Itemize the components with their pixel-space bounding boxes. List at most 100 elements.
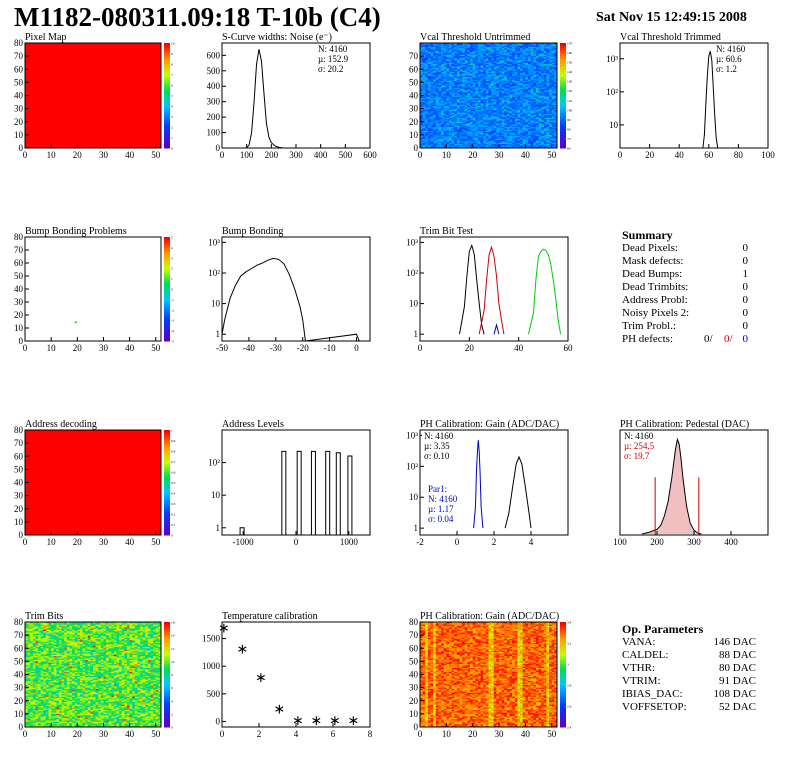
heatmap-cell [459, 128, 463, 131]
heatmap-cell [425, 50, 429, 53]
heatmap-cell [425, 56, 429, 58]
colorbar-tick-label: 0.6 [171, 471, 176, 475]
heatmap-cell [446, 95, 450, 98]
heatmap-cell [427, 70, 431, 73]
heatmap-cell [467, 127, 471, 129]
heatmap-cell [480, 66, 484, 69]
heatmap-cell [483, 102, 487, 104]
heatmap-cell [467, 94, 471, 96]
heatmap-cell [443, 67, 447, 70]
heatmap-cell [477, 128, 481, 131]
y-tick-label: 10² [406, 268, 418, 278]
stats-mean: µ: 60.6 [716, 54, 742, 64]
heatmap-cell [480, 106, 484, 108]
y-tick-label: 1 [216, 329, 221, 339]
heatmap-cell [467, 45, 471, 48]
heatmap-cell [427, 130, 431, 133]
heatmap-cell [454, 103, 458, 106]
heatmap-cell [427, 125, 431, 128]
heatmap-cell [467, 50, 471, 53]
heatmap-cell [420, 77, 424, 79]
heatmap-cell [435, 53, 439, 56]
heatmap-cell [451, 134, 455, 137]
stats2-line: N: 4160 [428, 494, 458, 504]
heatmap-cell [472, 56, 476, 58]
heatmap-cell [425, 69, 429, 71]
heatmap-cell [477, 78, 481, 81]
heatmap-cell [446, 83, 450, 86]
heatmap-cell [422, 120, 426, 123]
heatmap-cell [459, 73, 463, 75]
heatmap-cell [480, 144, 484, 146]
heatmap-cell [480, 117, 484, 120]
heatmap-cell [477, 106, 481, 108]
heatmap-cell [467, 120, 471, 123]
colorbar-tick-label: 7 [171, 73, 173, 77]
heatmap-cell [477, 91, 481, 94]
heatmap-cell [467, 106, 471, 108]
heatmap-cell [433, 66, 437, 69]
heatmap-cell [430, 140, 434, 142]
heatmap-cell [477, 74, 481, 77]
colorbar-segment [164, 43, 170, 47]
heatmap-cell [464, 81, 468, 83]
heatmap-cell [438, 123, 442, 125]
heatmap-cell [451, 115, 455, 117]
heatmap-cell [438, 117, 442, 120]
heatmap-cell [467, 125, 471, 128]
heatmap-cell [470, 44, 474, 47]
heatmap-cell [456, 73, 460, 75]
heatmap-cell [483, 103, 487, 106]
heatmap-cell [433, 92, 437, 95]
heatmap-cell [451, 87, 455, 90]
heatmap-cell [464, 92, 468, 95]
heatmap-cell [451, 48, 455, 50]
dead-bump-marker [74, 321, 77, 323]
heatmap-cell [443, 95, 447, 98]
heatmap-cell [462, 94, 466, 96]
heatmap-cell [472, 62, 476, 65]
address-peak [310, 450, 316, 535]
heatmap-cell [433, 88, 437, 91]
heatmap-cell [462, 107, 466, 110]
heatmap-cell [485, 100, 489, 103]
heatmap-cell [430, 102, 434, 104]
heatmap-cell [427, 88, 431, 91]
address-peak [281, 450, 287, 535]
heatmap-cell [446, 77, 450, 79]
heatmap-cell [462, 138, 466, 141]
heatmap-cell [454, 70, 458, 73]
heatmap-cell [446, 62, 450, 65]
heatmap-cell [422, 100, 426, 103]
heatmap-cell [470, 111, 474, 113]
colorbar-segment [164, 82, 170, 86]
x-tick-label: 20 [645, 150, 655, 160]
heatmap-cell [456, 85, 460, 87]
heatmap-cell [462, 141, 466, 144]
heatmap-cell [485, 88, 489, 91]
heatmap-cell [475, 109, 479, 112]
heatmap-cell [433, 85, 437, 87]
heatmap-cell [472, 104, 476, 107]
heatmap-cell [467, 96, 471, 99]
heatmap-cell [425, 140, 429, 142]
heatmap-cell [422, 70, 426, 73]
heatmap-cell [443, 130, 447, 133]
heatmap-cell [433, 144, 437, 146]
heatmap-cell [472, 137, 476, 140]
heatmap-cell [475, 108, 479, 111]
heatmap-cell [451, 92, 455, 95]
heatmap-cell [430, 83, 434, 86]
heatmap-cell [451, 50, 455, 53]
x-tick-label: 80 [734, 150, 744, 160]
heatmap-cell [454, 91, 458, 94]
heatmap-cell [467, 142, 471, 145]
heatmap-cell [470, 124, 474, 127]
heatmap-cell [472, 48, 476, 50]
heatmap-cell [425, 85, 429, 87]
heatmap-cell [435, 130, 439, 133]
y-tick-label: 20 [14, 504, 24, 514]
heatmap-cell [454, 90, 458, 92]
heatmap-cell [464, 124, 468, 127]
heatmap-cell [483, 91, 487, 94]
